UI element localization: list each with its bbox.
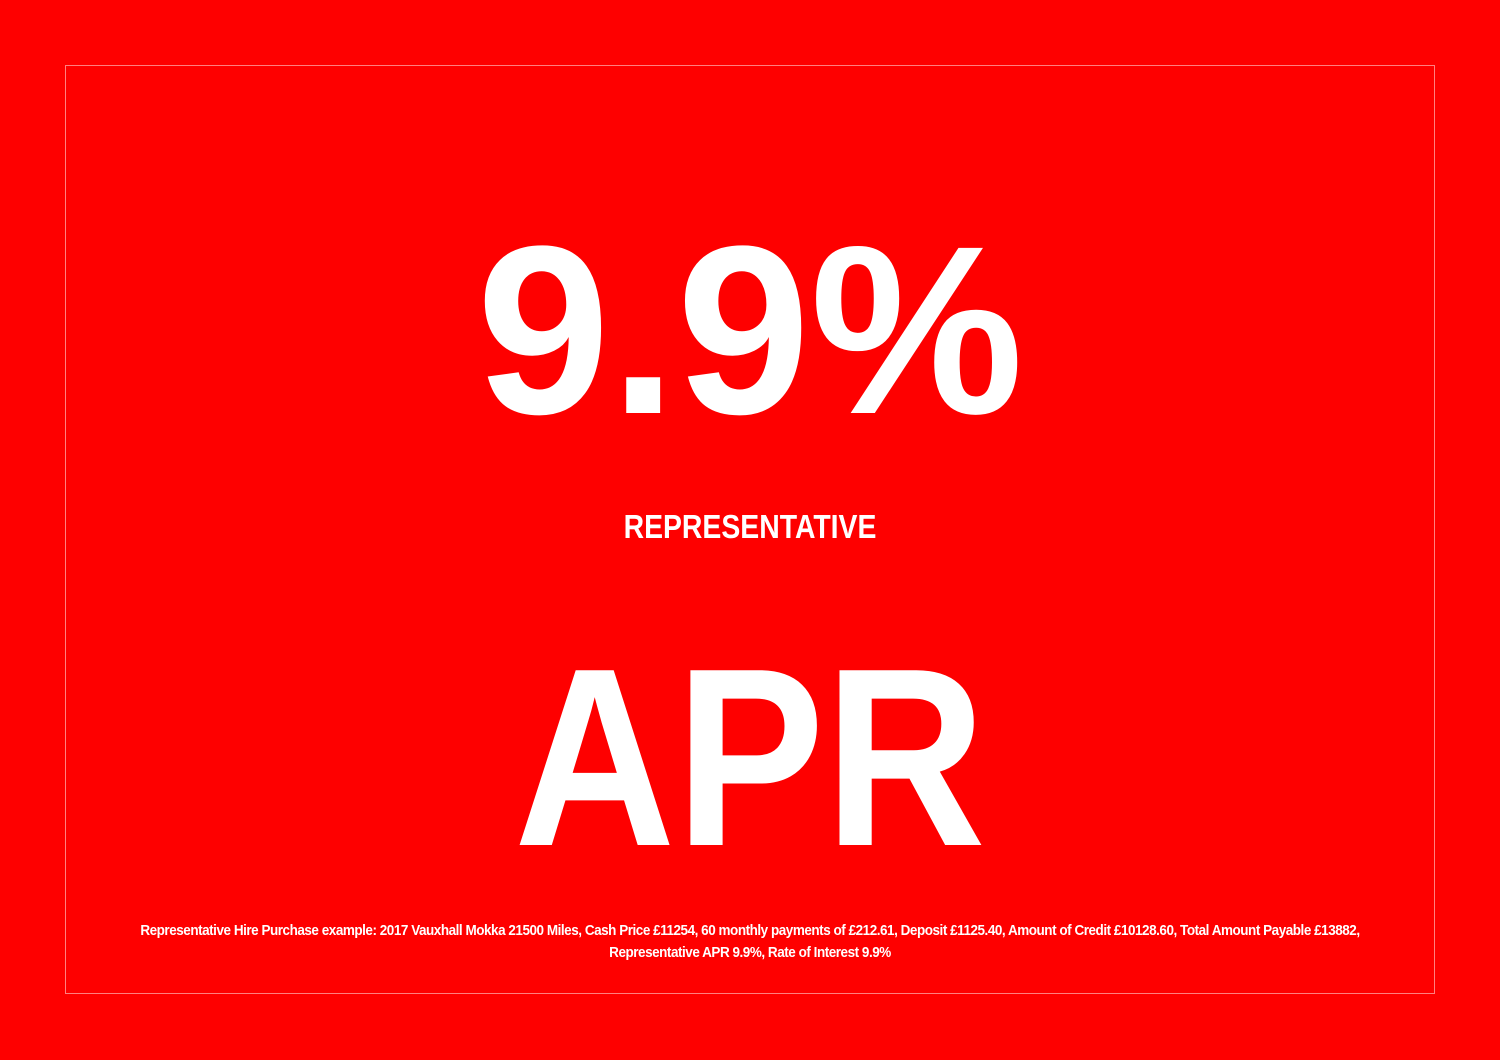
finance-example-footnote: Representative Hire Purchase example: 20… [140,923,1360,961]
apr-label: APR [514,615,986,899]
representative-label: REPRESENTATIVE [623,508,877,545]
apr-rate: 9.9% [476,196,1024,464]
page-border [65,65,1435,994]
